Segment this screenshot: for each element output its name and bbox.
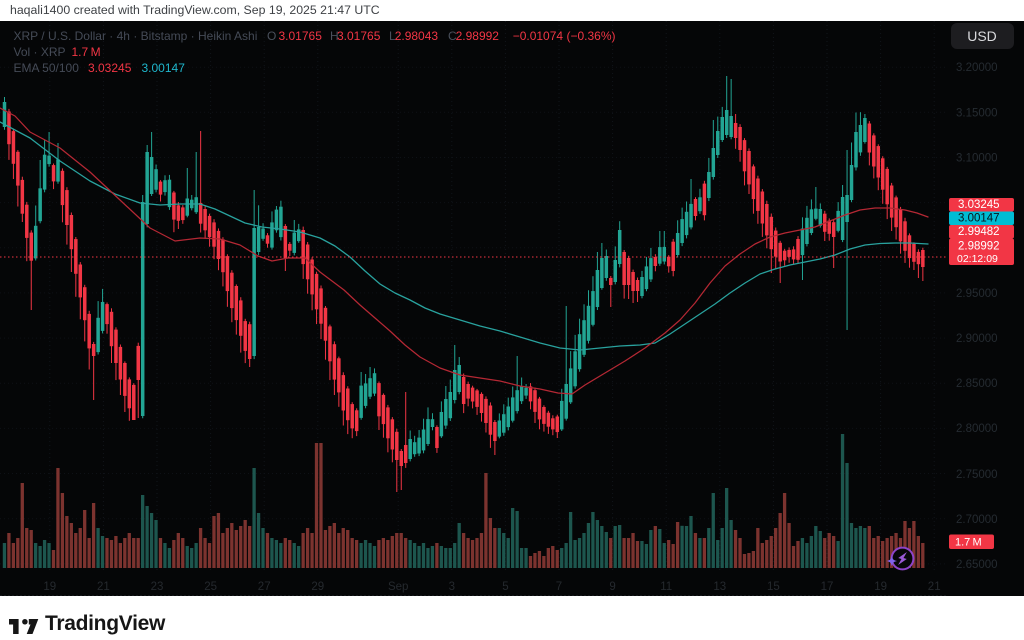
svg-text:15: 15 — [767, 581, 780, 593]
svg-text:USD: USD — [967, 28, 997, 44]
svg-text:13: 13 — [713, 581, 726, 593]
svg-text:7: 7 — [556, 581, 562, 593]
svg-text:3.01765: 3.01765 — [279, 29, 323, 43]
svg-text:9: 9 — [609, 581, 615, 593]
svg-text:2.85000: 2.85000 — [956, 378, 998, 390]
svg-text:21: 21 — [97, 581, 110, 593]
svg-text:2.70000: 2.70000 — [956, 514, 998, 526]
svg-text:3.15000: 3.15000 — [956, 107, 998, 119]
svg-text:2.98992: 2.98992 — [456, 29, 500, 43]
svg-text:02:12:09: 02:12:09 — [957, 253, 998, 265]
svg-text:2.80000: 2.80000 — [956, 423, 998, 435]
svg-text:2.99482: 2.99482 — [958, 226, 1000, 238]
svg-text:3.00147: 3.00147 — [142, 61, 186, 75]
svg-text:3.03245: 3.03245 — [958, 199, 1000, 211]
svg-text:2.90000: 2.90000 — [956, 333, 998, 345]
svg-text:−0.01074: −0.01074 — [513, 29, 564, 43]
svg-text:3: 3 — [449, 581, 455, 593]
svg-text:19: 19 — [874, 581, 887, 593]
svg-text:27: 27 — [258, 581, 271, 593]
svg-text:2.65000: 2.65000 — [956, 559, 998, 571]
svg-text:2.98992: 2.98992 — [958, 241, 1000, 253]
svg-text:L: L — [389, 29, 396, 43]
svg-text:Sep: Sep — [388, 581, 408, 593]
svg-text:3.20000: 3.20000 — [956, 62, 998, 74]
svg-text:17: 17 — [821, 581, 834, 593]
svg-text:H: H — [330, 29, 339, 43]
svg-text:1.7 M: 1.7 M — [955, 537, 982, 549]
svg-text:O: O — [267, 29, 276, 43]
svg-text:2.75000: 2.75000 — [956, 469, 998, 481]
svg-text:3.03245: 3.03245 — [88, 61, 132, 75]
svg-text:Vol · XRP: Vol · XRP — [14, 45, 66, 59]
svg-text:11: 11 — [660, 581, 672, 593]
svg-text:2.95000: 2.95000 — [956, 288, 998, 300]
svg-text:29: 29 — [311, 581, 324, 593]
svg-text:3.00147: 3.00147 — [958, 213, 1000, 225]
svg-text:2.98043: 2.98043 — [395, 29, 439, 43]
svg-text:5: 5 — [502, 581, 508, 593]
svg-text:EMA 50/100: EMA 50/100 — [14, 61, 80, 75]
svg-text:3.10000: 3.10000 — [956, 153, 998, 165]
svg-text:(−0.36%): (−0.36%) — [567, 29, 616, 43]
svg-text:21: 21 — [928, 581, 941, 593]
svg-text:19: 19 — [43, 581, 56, 593]
svg-text:1.7 M: 1.7 M — [72, 45, 101, 59]
svg-text:XRP / U.S. Dollar · 4h · Bitst: XRP / U.S. Dollar · 4h · Bitstamp · Heik… — [14, 29, 258, 43]
svg-text:3.01765: 3.01765 — [337, 29, 381, 43]
svg-text:23: 23 — [151, 581, 164, 593]
svg-text:C: C — [448, 29, 457, 43]
svg-text:25: 25 — [204, 581, 217, 593]
